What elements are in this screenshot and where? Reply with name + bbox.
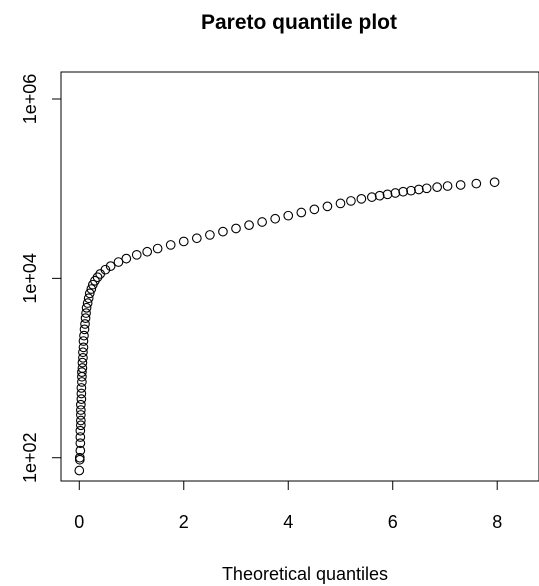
data-point <box>78 342 89 353</box>
data-point <box>76 399 86 410</box>
data-point <box>366 192 377 202</box>
data-point <box>142 246 153 257</box>
x-tick-label: 4 <box>283 512 293 532</box>
x-axis: 0 2 4 6 8 <box>74 480 502 532</box>
data-point <box>78 336 89 346</box>
data-point <box>77 363 88 373</box>
data-point <box>113 257 124 267</box>
data-point <box>442 181 453 191</box>
data-point <box>100 264 111 275</box>
data-point <box>81 302 92 313</box>
data-point <box>398 186 409 197</box>
data-point <box>78 347 88 358</box>
data-point <box>86 284 97 294</box>
data-point <box>346 196 356 206</box>
y-axis: 1e+02 1e+04 1e+06 <box>20 74 62 483</box>
data-point <box>105 261 116 271</box>
x-tick-label: 8 <box>492 512 502 532</box>
data-point <box>76 394 87 404</box>
data-point <box>82 298 93 308</box>
data-point <box>152 243 163 254</box>
data-point <box>390 188 401 198</box>
chart-title: Pareto quantile plot <box>201 11 397 34</box>
data-point <box>178 236 189 247</box>
data-point <box>283 210 294 221</box>
data-point <box>78 352 88 363</box>
x-axis-label: Theoretical quantiles <box>222 564 388 584</box>
data-point <box>218 226 228 237</box>
data-point <box>80 313 91 323</box>
data-point <box>76 405 86 415</box>
data-points <box>74 5 538 476</box>
data-point <box>270 213 281 224</box>
data-point <box>121 253 132 264</box>
data-point <box>76 410 86 420</box>
data-point <box>406 185 416 196</box>
y-tick-label: 1e+06 <box>20 74 40 125</box>
plot-frame <box>60 71 539 482</box>
data-point <box>81 308 91 318</box>
data-point <box>131 249 142 260</box>
data-point <box>356 194 367 204</box>
data-point <box>76 388 87 399</box>
data-point <box>421 183 432 194</box>
data-point <box>75 425 86 436</box>
y-tick-label: 1e+04 <box>20 253 40 304</box>
data-point <box>231 223 241 234</box>
data-point <box>74 465 85 476</box>
data-point <box>80 319 90 329</box>
data-point <box>374 190 385 201</box>
data-point <box>244 220 254 231</box>
x-tick-label: 6 <box>388 512 398 532</box>
data-point <box>432 182 442 192</box>
data-point <box>296 207 307 218</box>
data-point <box>322 201 333 212</box>
data-point <box>83 293 94 304</box>
data-point <box>76 420 86 431</box>
data-point <box>79 324 90 335</box>
data-point <box>489 177 500 188</box>
data-point <box>257 217 267 227</box>
data-point <box>74 452 85 463</box>
data-point <box>75 445 86 456</box>
data-point <box>77 377 87 387</box>
data-point <box>205 230 215 240</box>
data-point <box>76 415 86 426</box>
y-tick-label: 1e+02 <box>20 432 40 483</box>
data-point <box>79 330 89 341</box>
data-point <box>77 367 87 377</box>
x-tick-label: 2 <box>179 512 189 532</box>
data-point <box>77 357 88 368</box>
data-point <box>75 432 86 442</box>
data-point <box>382 189 393 200</box>
data-point <box>165 240 176 250</box>
data-point <box>75 438 86 449</box>
data-point <box>471 178 482 189</box>
data-point <box>191 233 202 244</box>
data-point <box>84 288 95 299</box>
data-point <box>335 198 346 209</box>
data-point <box>413 184 424 195</box>
data-point <box>529 5 538 14</box>
data-point <box>74 454 85 465</box>
data-point <box>309 204 320 215</box>
data-point <box>455 180 466 190</box>
data-point <box>92 272 103 283</box>
x-tick-label: 0 <box>74 512 84 532</box>
data-point <box>76 383 87 393</box>
